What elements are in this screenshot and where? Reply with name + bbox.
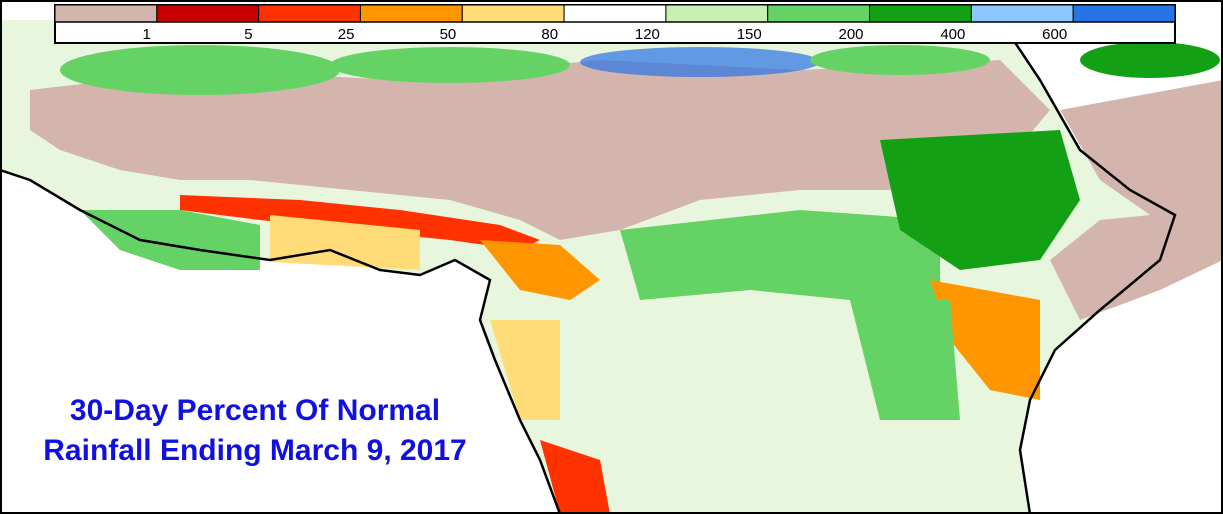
dry-area [930, 280, 1040, 400]
legend-swatch [1072, 4, 1176, 23]
legend-label: 150 [737, 26, 762, 43]
wet-area [810, 45, 990, 75]
dry-area [270, 215, 420, 270]
title-line: Rainfall Ending March 9, 2017 [43, 434, 466, 467]
legend-swatch [970, 4, 1074, 23]
legend-swatch [258, 4, 361, 23]
dry-band [180, 195, 540, 250]
legend-label: 25 [338, 26, 355, 43]
legend-label: 1 [142, 26, 150, 43]
legend: 1 5 25 50 80 120 150 200 400 600 [54, 4, 1176, 44]
legend-label: 120 [635, 26, 660, 43]
wet-area [880, 130, 1080, 270]
legend-swatch [359, 4, 463, 23]
coastline [0, 19, 1177, 514]
legend-label: 50 [440, 26, 457, 43]
dry-area [540, 440, 610, 514]
legend-label: 600 [1042, 26, 1067, 43]
legend-swatch [563, 4, 667, 23]
legend-label: 400 [940, 26, 965, 43]
legend-swatch [461, 4, 565, 23]
dry-region [30, 60, 1050, 240]
wet-area [850, 300, 960, 420]
legend-swatch [767, 4, 871, 23]
wet-area [60, 45, 340, 95]
wet-area [1080, 42, 1220, 78]
wet-area [620, 210, 940, 300]
legend-label: 5 [244, 26, 252, 43]
wet-area [80, 210, 260, 270]
legend-swatch [869, 4, 972, 23]
legend-label: 80 [541, 26, 558, 43]
dry-band [480, 240, 600, 300]
legend-label: 200 [839, 26, 864, 43]
legend-swatch [54, 4, 158, 23]
dry-region [1050, 80, 1223, 320]
wet-area [580, 47, 820, 77]
legend-swatch [156, 4, 260, 23]
wet-area [330, 47, 570, 83]
legend-swatch [665, 4, 769, 23]
title-line: 30-Day Percent Of Normal [70, 394, 440, 427]
dry-area [490, 320, 560, 420]
